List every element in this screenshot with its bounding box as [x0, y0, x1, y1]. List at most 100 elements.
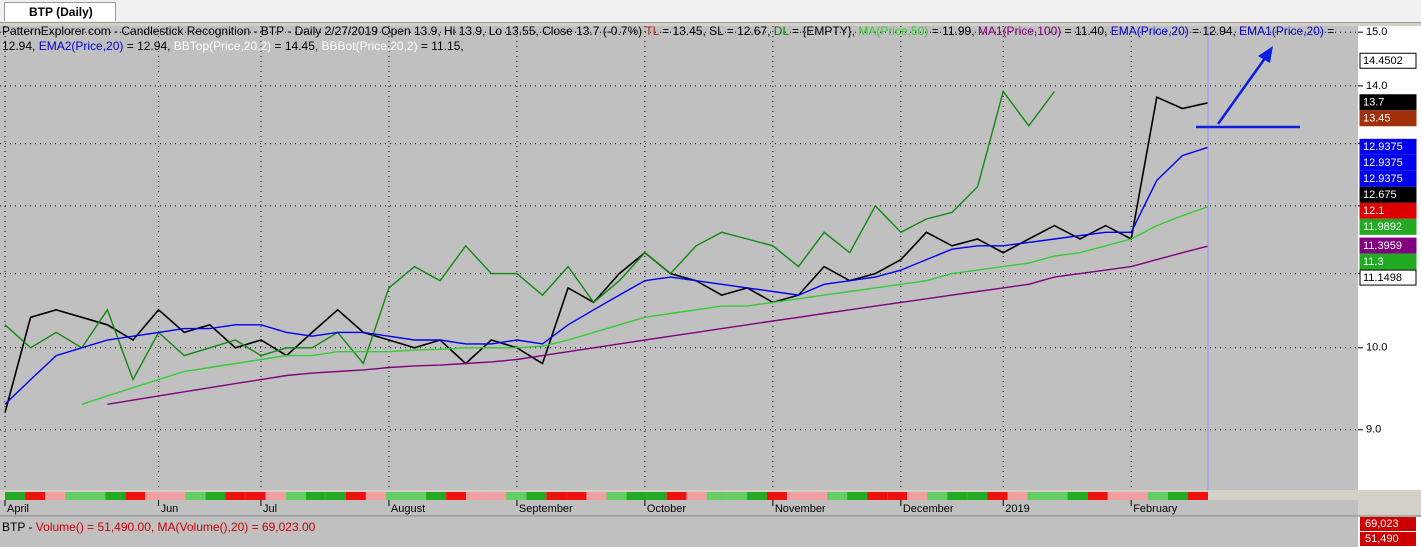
price-badge — [1359, 218, 1417, 235]
y-tick-label: 15.0 — [1366, 26, 1387, 38]
x-tick-label: August — [391, 503, 425, 515]
volume-badge-label: 51,490 — [1365, 533, 1399, 545]
x-tick-label: December — [903, 503, 954, 515]
strip-cell — [466, 492, 487, 500]
strip-cell — [987, 492, 1008, 500]
series-line — [107, 245, 1209, 405]
legend-text: BBBot(Price,20,2) — [321, 39, 418, 53]
strip-cell — [25, 492, 46, 500]
strip-cell — [65, 492, 86, 500]
strip-cell — [706, 492, 727, 500]
strip-cell — [566, 492, 587, 500]
strip-cell — [1047, 492, 1068, 500]
legend-text: = 11.15, — [417, 39, 464, 53]
legend-text: EMA1(Price,20) — [1239, 24, 1324, 38]
strip-cell — [907, 492, 928, 500]
legend-text: = — [1323, 24, 1335, 38]
x-tick-label: November — [775, 503, 826, 515]
price-badge-label: 11.3959 — [1363, 240, 1402, 252]
price-badge-label: 14.4502 — [1363, 55, 1403, 67]
layer: 9.010.011.012.013.014.015.0AprilJunJulAu… — [0, 26, 1417, 546]
strip-cell — [626, 492, 647, 500]
legend-text: = 13.45, SL = 12.67, — [658, 24, 774, 38]
chart-tab[interactable]: BTP (Daily) — [4, 2, 116, 21]
arrow-head — [1258, 46, 1273, 63]
x-tick-label: Jul — [263, 503, 277, 515]
strip-cell — [1147, 492, 1168, 500]
strip-cell — [947, 492, 968, 500]
strip-cell — [686, 492, 707, 500]
series-line — [4, 146, 1209, 405]
x-tick-label: Jun — [161, 503, 179, 515]
price-badge-label: 11.3 — [1363, 256, 1384, 268]
price-badge — [1359, 138, 1417, 155]
price-badge — [1359, 110, 1417, 127]
strip-cell — [887, 492, 908, 500]
price-badge — [1359, 253, 1417, 270]
strip-cell — [726, 492, 747, 500]
plot-area — [0, 26, 1358, 490]
price-badge — [1359, 94, 1417, 111]
strip-cell — [365, 492, 386, 500]
strip-cell — [385, 492, 406, 500]
strip-cell — [867, 492, 888, 500]
strip-cell — [45, 492, 66, 500]
legend-text: PatternExplorer.com - Candlestick Recogn… — [2, 24, 646, 38]
strip-cell — [1007, 492, 1028, 500]
series-line — [4, 89, 1055, 382]
strip-cell — [807, 492, 828, 500]
volume-area — [0, 517, 1358, 547]
volume-prefix: BTP - — [2, 520, 36, 534]
legend-text: 12.94, — [2, 39, 39, 53]
legend-line: 12.94, EMA2(Price,20) = 12.94, BBTop(Pri… — [2, 39, 1352, 54]
volume-badge — [1360, 532, 1416, 546]
strip-cell — [646, 492, 667, 500]
series-line — [81, 205, 1209, 405]
legend-text: MA(Price,50) — [858, 24, 929, 38]
price-badge-label: 11.1498 — [1363, 272, 1402, 284]
strip-cell — [325, 492, 346, 500]
price-badge — [1359, 52, 1417, 69]
strip-cell — [1087, 492, 1108, 500]
volume-badge — [1360, 517, 1416, 531]
price-badge — [1359, 154, 1417, 171]
price-badge-label: 12.9375 — [1363, 141, 1403, 153]
legend-line: PatternExplorer.com - Candlestick Recogn… — [2, 24, 1352, 39]
strip-cell — [847, 492, 868, 500]
strip-cell — [786, 492, 807, 500]
strip-cell — [125, 492, 146, 500]
date-axis — [0, 500, 1358, 516]
legend-text: EMA(Price,20) — [1110, 24, 1189, 38]
strip-cell — [205, 492, 226, 500]
strip-cell — [345, 492, 366, 500]
strip-cell — [446, 492, 467, 500]
x-tick-label: September — [519, 503, 573, 515]
series-line — [4, 95, 1209, 413]
strip-cell — [1127, 492, 1148, 500]
strip-cell — [145, 492, 166, 500]
y-tick-label: 10.0 — [1366, 342, 1387, 354]
volume-badge-label: 69,023 — [1365, 518, 1399, 530]
legend-text: = 14.45, — [271, 39, 322, 53]
price-badge — [1359, 269, 1417, 286]
price-badge-label: 11.9892 — [1363, 221, 1402, 233]
price-badge-label: 12.9375 — [1363, 157, 1403, 169]
legend-text: = 11.99, — [928, 24, 978, 38]
strip-cell — [1067, 492, 1088, 500]
strip-cell — [1167, 492, 1188, 500]
x-tick-label: February — [1133, 503, 1178, 515]
strip-cell — [1187, 492, 1208, 500]
strip-cell — [506, 492, 527, 500]
legend-text: BBTop(Price,20,2) — [173, 39, 272, 53]
strip-cell — [586, 492, 607, 500]
x-tick-label: 2019 — [1005, 503, 1029, 515]
strip-cell — [165, 492, 186, 500]
x-tick-label: April — [7, 503, 29, 515]
y-tick-label: 14.0 — [1366, 80, 1387, 92]
strip-cell — [105, 492, 126, 500]
strip-cell — [285, 492, 306, 500]
price-badge-label: 12.9375 — [1363, 173, 1403, 185]
strip-cell — [426, 492, 447, 500]
strip-cell — [927, 492, 948, 500]
